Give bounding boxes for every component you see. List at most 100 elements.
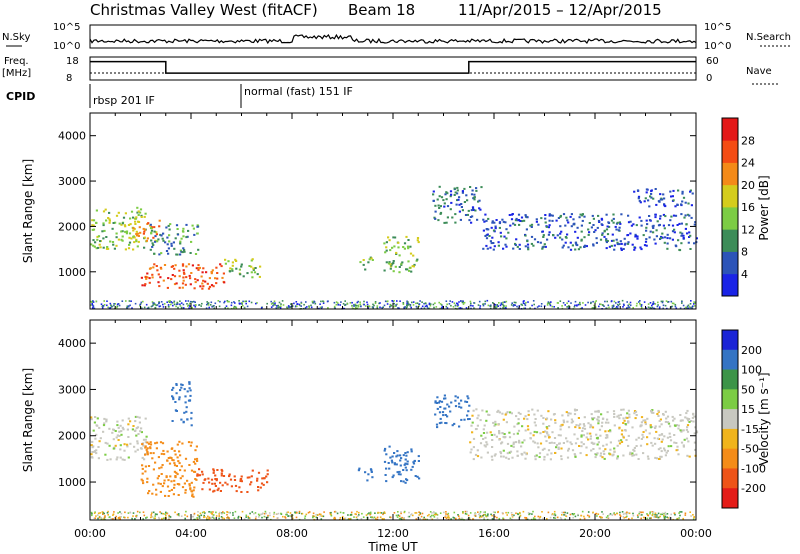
velocity-noise-pixel [474,513,477,515]
velocity-pixel [468,418,471,420]
velocity-pixel [535,454,538,457]
velocity-noise-pixel [433,516,436,518]
power-noise-pixel [445,305,448,308]
velocity-pixel [542,422,545,425]
power-pixel [434,204,437,207]
velocity-pixel [144,470,147,473]
power-pixel [678,249,682,252]
power-pixel [149,223,152,226]
velocity-pixel [591,418,594,421]
velocity-pixel [159,482,162,485]
velocity-noise-pixel [272,515,275,518]
velocity-pixel [534,458,537,461]
velocity-noise-pixel [414,512,416,514]
power-pixel [144,276,147,278]
power-pixel [587,233,590,236]
velocity-pixel [126,428,129,431]
power-pixel [645,219,648,222]
power-pixel [620,242,623,245]
velocity-pixel [406,463,409,466]
velocity-noise-pixel [276,513,278,515]
velocity-pixel [444,414,447,416]
power-data [90,185,698,310]
velocity-noise-pixel [383,518,385,520]
power-pixel [643,244,647,247]
velocity-pixel [690,420,693,422]
velocity-pixel [594,456,597,459]
velocity-pixel [195,457,199,460]
velocity-pixel [509,450,513,453]
power-noise-pixel [587,301,589,304]
velocity-pixel [571,449,575,452]
velocity-noise-pixel [408,515,411,518]
power-pixel [689,248,692,250]
velocity-noise-pixel [560,518,563,520]
power-pixel [616,241,619,244]
velocity-pixel [560,458,563,461]
velocity-noise-pixel [108,516,111,519]
power-pixel [680,213,683,216]
power-noise-pixel [121,300,124,302]
power-pixel [454,213,457,216]
velocity-noise-pixel [208,518,210,520]
velocity-pixel [660,440,663,443]
velocity-pixel [214,474,217,477]
power-noise-pixel [351,301,353,304]
power-pixel [393,245,396,248]
power-noise-pixel [457,304,459,306]
power-pixel [388,261,391,264]
power-noise-pixel [459,307,462,309]
velocity-pixel [222,475,226,477]
power-pixel [250,259,253,262]
velocity-pixel [463,418,466,421]
velocity-noise-pixel [652,511,655,513]
velocity-pixel [399,459,402,462]
power-noise-pixel [103,304,106,306]
velocity-noise-pixel [203,516,205,519]
power-noise-pixel [418,303,421,305]
velocity-pixel [569,441,572,444]
power-pixel [457,198,460,201]
velocity-pixel [686,426,689,429]
power-pixel [212,285,215,288]
velocity-pixel [148,490,151,492]
power-noise-pixel [156,304,159,306]
velocity-pixel [134,415,137,418]
power-pixel [695,237,698,240]
power-noise-pixel [311,301,314,304]
power-pixel [96,235,99,238]
velocity-pixel [261,477,264,480]
velocity-noise-pixel [143,514,146,517]
velocity-pixel [436,407,439,410]
velocity-pixel [146,441,149,444]
power-pixel [633,190,636,193]
velocity-pixel [472,446,475,449]
velocity-pixel [546,432,549,435]
power-pixel [251,258,254,261]
velocity-noise-pixel [462,512,464,514]
power-pixel [667,224,671,227]
velocity-pixel [453,422,456,425]
power-noise-pixel [662,304,665,307]
power-pixel [224,258,227,261]
power-pixel [155,233,158,236]
velocity-pixel [641,433,644,436]
velocity-pixel [534,418,537,420]
power-pixel [231,269,234,272]
velocity-noise-pixel [204,512,206,514]
velocity-pixel [654,425,657,428]
power-pixel [598,221,601,223]
power-noise-pixel [207,302,210,304]
velocity-pixel [668,432,671,435]
velocity-noise-pixel [193,513,195,516]
velocity-pixel [675,424,678,426]
velocity-pixel [686,430,690,433]
velocity-pixel [176,456,179,459]
velocity-pixel [204,478,207,481]
velocity-pixel [631,452,634,455]
power-noise-pixel [390,304,393,307]
velocity-pixel [98,440,101,443]
power-pixel [121,222,124,225]
power-pixel [518,243,521,246]
velocity-pixel [663,447,666,450]
